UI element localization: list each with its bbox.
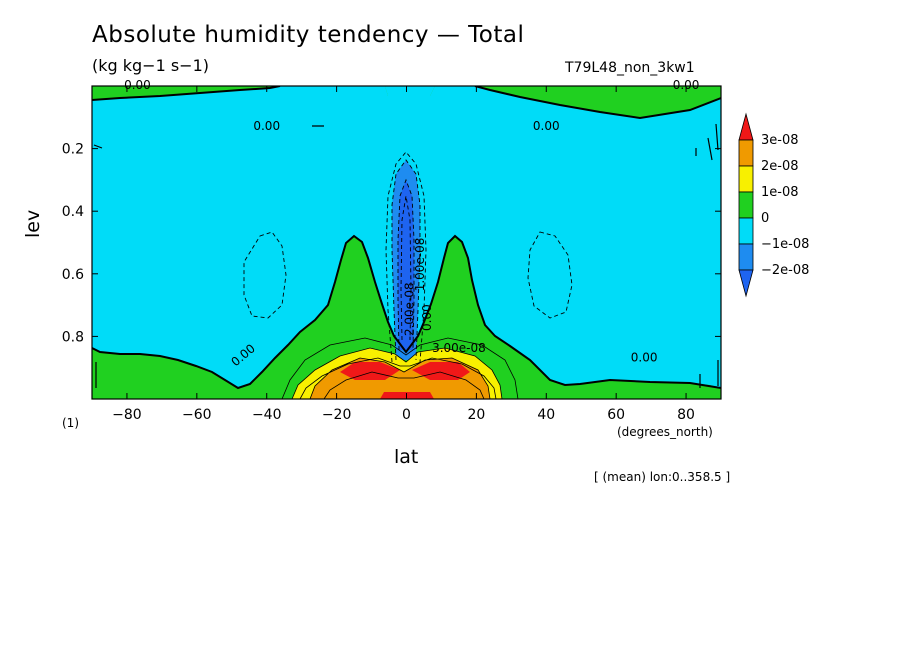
colorbar-label: 1e-08: [761, 185, 799, 200]
contour-label: 3.00e-08: [432, 341, 486, 355]
y-axis: 0.2 0.4 0.6 0.8: [62, 142, 721, 345]
mean-note: [ (mean) lon:0..358.5 ]: [594, 470, 731, 484]
x-tick-label: 0: [402, 407, 411, 423]
x-axis-units: (degrees_north): [617, 425, 713, 439]
x-tick-label: 20: [467, 407, 485, 423]
colorbar-bin: [738, 165, 754, 193]
x-tick-label: 40: [537, 407, 555, 423]
colorbar-bin: [738, 217, 754, 245]
contour-label: 0.00: [253, 119, 280, 133]
x-tick-label: −40: [252, 407, 282, 423]
contour-label: 0.00: [124, 78, 151, 92]
colorbar-label: −1e-08: [761, 237, 809, 252]
positive-contours: [281, 337, 519, 399]
colorbar-label: 3e-08: [761, 133, 799, 148]
y-axis-label: lev: [22, 209, 44, 238]
contour-label: 1.00e-08: [413, 238, 427, 292]
colorbar-bin: [738, 191, 754, 219]
contour-fills: [92, 86, 721, 399]
x-tick-label: 80: [677, 407, 695, 423]
colorbar: 3e-08 2e-08 1e-08 0 −1e-08 −2e-08: [738, 112, 809, 298]
zero-contour: [92, 86, 721, 390]
contour-label: 0.00: [420, 304, 434, 331]
x-axis-label: lat: [394, 446, 419, 468]
colorbar-label: 2e-08: [761, 159, 799, 174]
small-contour-ticks: [93, 123, 719, 388]
contour-label: 0.00: [631, 350, 658, 364]
fill-cyan-blob-top: [385, 86, 435, 96]
colorbar-bottom-arrow: [738, 269, 754, 298]
contour-label: -2.00e-08: [402, 282, 416, 340]
y-tick-label: 0.4: [62, 204, 84, 220]
x-tick-label: 60: [607, 407, 625, 423]
y-tick-label: 0.8: [62, 329, 84, 345]
fill-red-left: [340, 362, 400, 380]
x-tick-label: −80: [112, 407, 142, 423]
y-tick-label: 0.2: [62, 142, 84, 158]
colorbar-label: 0: [761, 211, 769, 226]
negative-contours: [243, 151, 573, 363]
y-tick-label: 0.6: [62, 267, 84, 283]
chart-title: Absolute humidity tendency — Total: [92, 22, 525, 48]
colorbar-bin: [738, 139, 754, 167]
x-tick-label: −60: [182, 407, 212, 423]
contour-label: 0.00: [533, 119, 560, 133]
chart-units: (kg kg−1 s−1): [92, 56, 210, 75]
footnote: (1): [62, 416, 79, 430]
run-label: T79L48_non_3kw1: [565, 60, 695, 76]
contour-label: 0.00: [673, 78, 700, 92]
contour-lines: [92, 86, 721, 399]
x-tick-label: −20: [322, 407, 352, 423]
colorbar-label: −2e-08: [761, 263, 809, 278]
x-axis: −80 −60 −40 −20 0 20 40 60 80: [112, 86, 695, 423]
colorbar-top-arrow: [738, 112, 754, 141]
colorbar-bin: [738, 243, 754, 271]
